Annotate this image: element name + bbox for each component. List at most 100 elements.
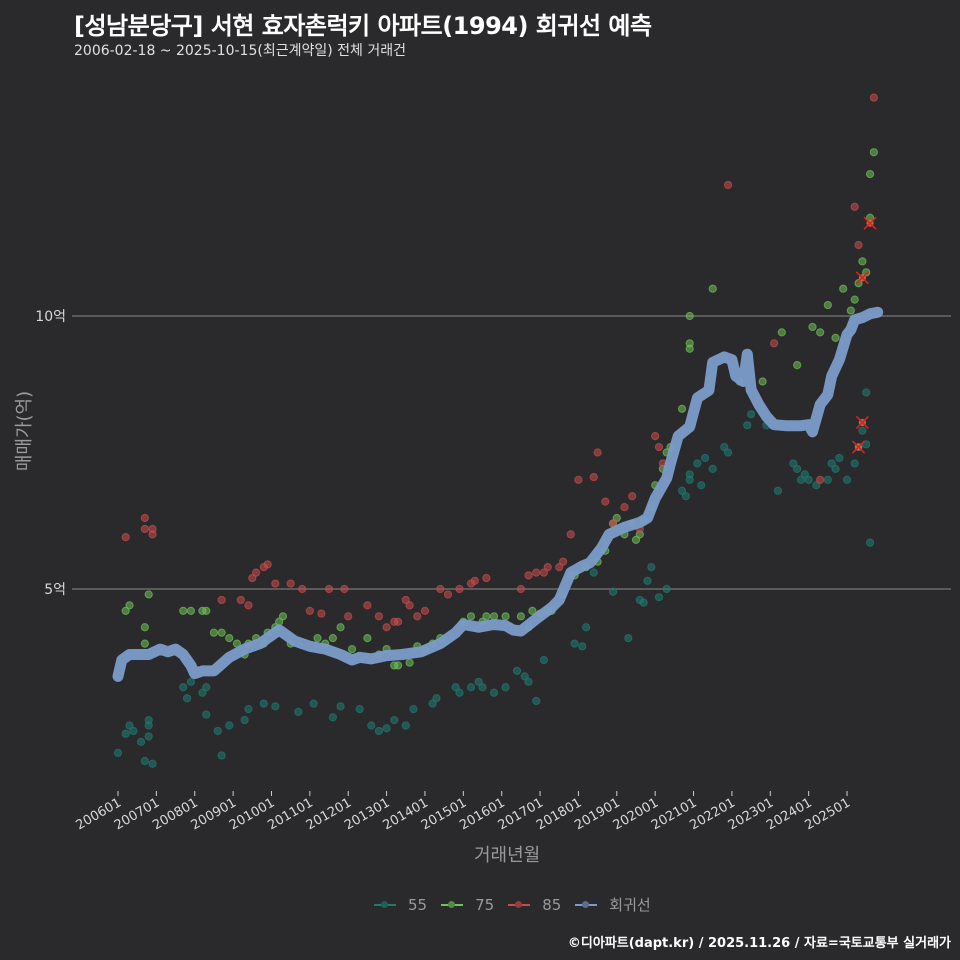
data-point-75 [225,634,234,643]
data-point-55 [700,453,710,463]
data-point-85 [317,609,326,618]
data-point-55 [800,470,809,479]
data-point-85 [140,524,149,534]
footer-credit: ©디아파트(dapt.kr) / 2025.11.26 / 자료=국토교통부 실… [567,936,951,951]
data-point-75 [831,333,840,342]
regression-line [112,306,884,682]
data-point-85 [443,590,453,599]
data-point-55 [474,677,483,686]
data-point-75 [363,634,372,643]
data-point-85 [236,595,245,605]
data-point-75 [121,606,130,615]
data-point-85 [589,472,598,482]
data-point-75 [466,612,476,621]
data-point-55 [639,598,648,607]
data-point-75 [677,404,687,413]
data-point-55 [182,694,192,703]
data-point-55 [382,724,391,733]
data-point-75 [489,612,499,621]
data-point-75 [516,612,525,621]
data-point-75 [816,328,825,337]
data-point-55 [662,584,671,594]
data-point-55 [144,732,153,741]
data-point-75 [202,606,211,615]
legend-item-75: 75 [441,896,494,914]
data-point-55 [589,568,598,577]
data-point-75 [528,606,537,615]
data-point-55 [309,699,318,708]
data-point-55 [401,721,410,730]
data-point-55 [428,699,437,708]
data-point-85 [524,571,533,580]
legend-label: 55 [408,895,428,914]
data-point-55 [136,737,146,746]
chart-subtitle: 2006-02-18 ~ 2025-10-15(최근계약일) 전체 거래건 [74,43,406,59]
data-point-75 [869,148,878,157]
data-point-85 [401,595,410,605]
data-point-85 [363,601,372,610]
data-point-55 [129,726,138,736]
data-point-55 [355,705,364,714]
data-point-75 [347,644,357,654]
data-point-55 [186,677,196,686]
outlier-x-marker-icon [851,440,866,454]
data-point-55 [524,677,533,686]
data-point-85 [413,612,422,621]
data-point-75 [140,623,149,632]
data-point-85 [271,579,280,588]
data-point-75 [758,377,767,386]
data-point-85 [374,612,384,621]
data-point-85 [217,595,226,605]
data-point-85 [566,530,575,539]
data-point-85 [574,475,583,484]
data-point-75 [125,601,134,610]
data-point-55 [793,464,802,473]
data-point-55 [865,538,875,547]
data-point-55 [681,492,690,501]
data-point-85 [869,93,878,102]
data-point-85 [601,497,610,506]
data-point-85 [121,533,130,542]
data-point-55 [747,410,756,419]
data-point-55 [144,715,153,725]
data-point-85 [405,601,414,610]
data-point-55 [720,442,729,452]
data-point-85 [539,568,549,577]
data-point-55 [217,751,226,760]
data-point-75 [823,300,832,310]
data-point-55 [743,421,752,430]
data-point-75 [854,279,863,288]
data-point-55 [244,705,253,714]
data-point-55 [198,688,207,697]
data-point-55 [451,683,460,692]
data-point-75 [865,169,875,179]
data-point-55 [685,470,694,479]
data-point-55 [390,715,399,725]
data-point-55 [148,759,157,768]
legend-key-icon [575,899,598,911]
data-point-55 [539,655,549,665]
data-point-85 [543,563,552,572]
data-point-55 [578,642,587,651]
data-point-55 [489,688,499,697]
data-point-85 [252,568,261,577]
data-point-55 [647,563,656,572]
data-point-85 [854,240,863,250]
data-point-85 [140,513,149,523]
x-axis-label: 거래년월 [474,845,541,866]
data-point-55 [708,464,717,473]
data-point-55 [723,448,733,457]
data-point-55 [520,672,529,681]
data-point-55 [643,576,652,585]
data-point-75 [140,639,149,648]
data-point-55 [478,683,487,692]
data-point-85 [555,563,564,572]
data-point-75 [612,513,621,523]
data-point-75 [808,322,817,332]
data-point-85 [305,606,314,615]
data-point-55 [113,748,123,757]
data-point-55 [570,639,579,648]
data-point-75 [394,661,403,670]
chart-legend: 55 75 85 회귀선 [374,894,665,915]
